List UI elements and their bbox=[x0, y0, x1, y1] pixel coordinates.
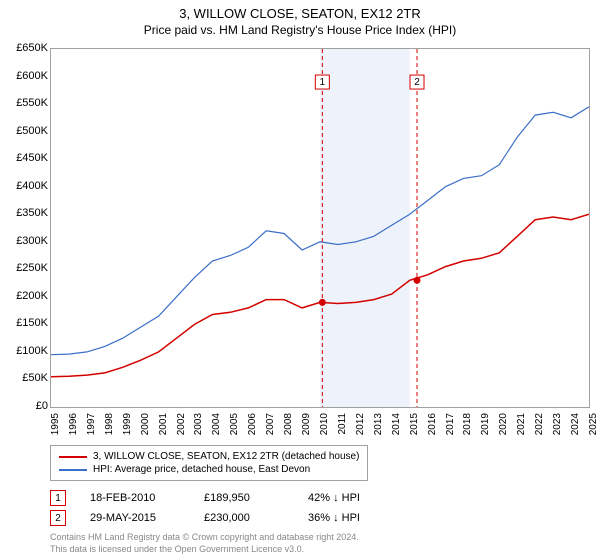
sale-date: 29-MAY-2015 bbox=[90, 512, 180, 524]
legend-swatch bbox=[59, 456, 87, 458]
x-tick-label: 2012 bbox=[355, 413, 366, 443]
footer-line: Contains HM Land Registry data © Crown c… bbox=[50, 532, 359, 544]
y-tick-label: £550K bbox=[16, 97, 48, 109]
x-tick-label: 2018 bbox=[462, 413, 473, 443]
y-tick-label: £600K bbox=[16, 70, 48, 82]
sale-marker-box: 1 bbox=[50, 490, 66, 506]
x-tick-label: 2004 bbox=[211, 413, 222, 443]
legend: 3, WILLOW CLOSE, SEATON, EX12 2TR (detac… bbox=[50, 445, 368, 481]
x-tick-label: 2008 bbox=[283, 413, 294, 443]
legend-label: HPI: Average price, detached house, East… bbox=[93, 464, 310, 475]
sale-marker-id: 1 bbox=[55, 493, 61, 504]
x-tick-label: 2017 bbox=[445, 413, 456, 443]
x-tick-label: 2009 bbox=[301, 413, 312, 443]
sale-marker-box: 2 bbox=[50, 510, 66, 526]
x-tick-label: 2020 bbox=[498, 413, 509, 443]
chart-subtitle: Price paid vs. HM Land Registry's House … bbox=[0, 21, 600, 43]
x-tick-label: 2019 bbox=[480, 413, 491, 443]
plot-svg: 12 bbox=[51, 49, 589, 407]
y-tick-label: £250K bbox=[16, 262, 48, 274]
x-tick-label: 2025 bbox=[588, 413, 599, 443]
sale-price: £189,950 bbox=[204, 492, 284, 504]
x-tick-label: 2006 bbox=[247, 413, 258, 443]
chart-title: 3, WILLOW CLOSE, SEATON, EX12 2TR bbox=[0, 0, 600, 21]
x-tick-label: 1998 bbox=[104, 413, 115, 443]
sale-marker-id: 2 bbox=[55, 513, 61, 524]
legend-item: 3, WILLOW CLOSE, SEATON, EX12 2TR (detac… bbox=[59, 450, 359, 463]
sale-row: 2 29-MAY-2015 £230,000 36% ↓ HPI bbox=[50, 510, 360, 526]
x-tick-label: 2014 bbox=[391, 413, 402, 443]
legend-item: HPI: Average price, detached house, East… bbox=[59, 463, 359, 476]
y-tick-label: £400K bbox=[16, 180, 48, 192]
sale-diff: 36% ↓ HPI bbox=[308, 512, 360, 524]
y-tick-label: £150K bbox=[16, 317, 48, 329]
footer-text: Contains HM Land Registry data © Crown c… bbox=[50, 532, 359, 555]
x-tick-label: 2001 bbox=[158, 413, 169, 443]
y-tick-label: £200K bbox=[16, 290, 48, 302]
y-tick-label: £350K bbox=[16, 207, 48, 219]
y-tick-label: £100K bbox=[16, 345, 48, 357]
y-tick-label: £500K bbox=[16, 125, 48, 137]
sale-diff: 42% ↓ HPI bbox=[308, 492, 360, 504]
x-tick-label: 2022 bbox=[534, 413, 545, 443]
plot-area: 12 bbox=[50, 48, 590, 408]
y-tick-label: £300K bbox=[16, 235, 48, 247]
y-tick-label: £0 bbox=[36, 400, 48, 412]
x-tick-label: 2016 bbox=[427, 413, 438, 443]
sale-date: 18-FEB-2010 bbox=[90, 492, 180, 504]
x-tick-label: 2023 bbox=[552, 413, 563, 443]
y-tick-label: £450K bbox=[16, 152, 48, 164]
legend-swatch bbox=[59, 469, 87, 471]
x-tick-label: 2002 bbox=[176, 413, 187, 443]
x-tick-label: 2007 bbox=[265, 413, 276, 443]
x-tick-label: 2021 bbox=[516, 413, 527, 443]
x-tick-label: 1996 bbox=[68, 413, 79, 443]
chart-container: 3, WILLOW CLOSE, SEATON, EX12 2TR Price … bbox=[0, 0, 600, 560]
svg-text:1: 1 bbox=[320, 77, 326, 88]
y-tick-label: £50K bbox=[22, 372, 48, 384]
sale-row: 1 18-FEB-2010 £189,950 42% ↓ HPI bbox=[50, 490, 360, 506]
x-tick-label: 2013 bbox=[373, 413, 384, 443]
sale-price: £230,000 bbox=[204, 512, 284, 524]
x-tick-label: 1995 bbox=[50, 413, 61, 443]
x-tick-label: 1997 bbox=[86, 413, 97, 443]
x-tick-label: 2024 bbox=[570, 413, 581, 443]
y-tick-label: £650K bbox=[16, 42, 48, 54]
x-tick-label: 1999 bbox=[122, 413, 133, 443]
x-tick-label: 2015 bbox=[409, 413, 420, 443]
x-tick-label: 2005 bbox=[229, 413, 240, 443]
x-tick-label: 2000 bbox=[140, 413, 151, 443]
svg-text:2: 2 bbox=[414, 77, 420, 88]
x-tick-label: 2011 bbox=[337, 413, 348, 443]
x-tick-label: 2010 bbox=[319, 413, 330, 443]
x-tick-label: 2003 bbox=[193, 413, 204, 443]
legend-label: 3, WILLOW CLOSE, SEATON, EX12 2TR (detac… bbox=[93, 451, 359, 462]
footer-line: This data is licensed under the Open Gov… bbox=[50, 544, 359, 556]
